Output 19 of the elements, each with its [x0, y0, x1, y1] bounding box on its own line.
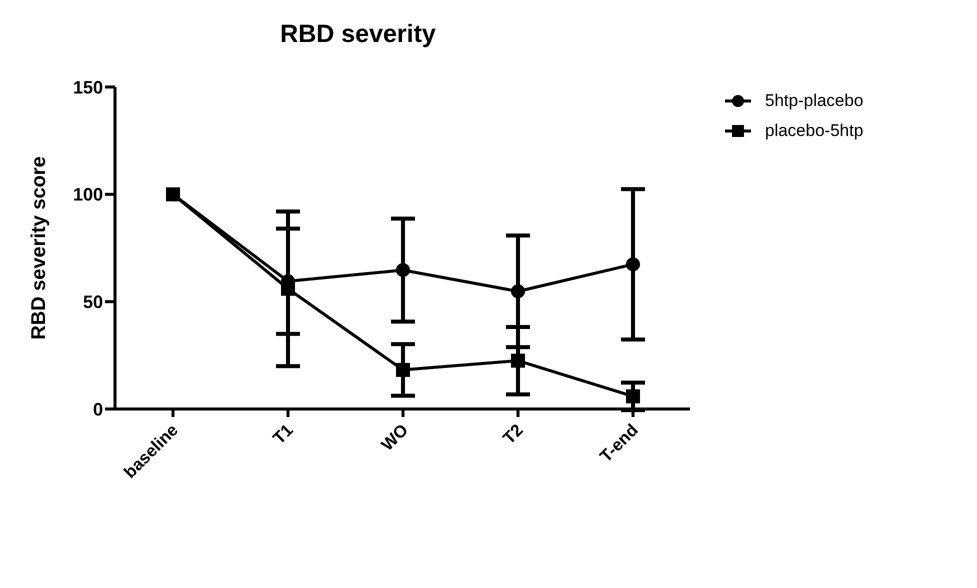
y-tick-label: 150	[72, 77, 103, 98]
point	[396, 362, 410, 377]
legend-label: 5htp-placebo	[765, 91, 864, 111]
x-tick-label: T1	[269, 420, 297, 448]
y-axis-title: RBD severity score	[28, 156, 50, 340]
chart-title: RBD severity	[279, 20, 437, 49]
point	[511, 284, 525, 298]
point	[511, 354, 525, 368]
y-tick-label: 0	[92, 399, 103, 420]
y-tick-label: 50	[82, 292, 103, 312]
point	[626, 257, 640, 272]
x-tick-label: WO	[378, 420, 412, 455]
point	[166, 187, 180, 202]
legend-label: placebo-5htp	[765, 121, 864, 141]
point	[396, 263, 410, 278]
point	[281, 282, 295, 296]
x-tick-label: T2	[499, 420, 527, 448]
point	[626, 389, 640, 404]
y-tick-label: 100	[72, 184, 103, 205]
